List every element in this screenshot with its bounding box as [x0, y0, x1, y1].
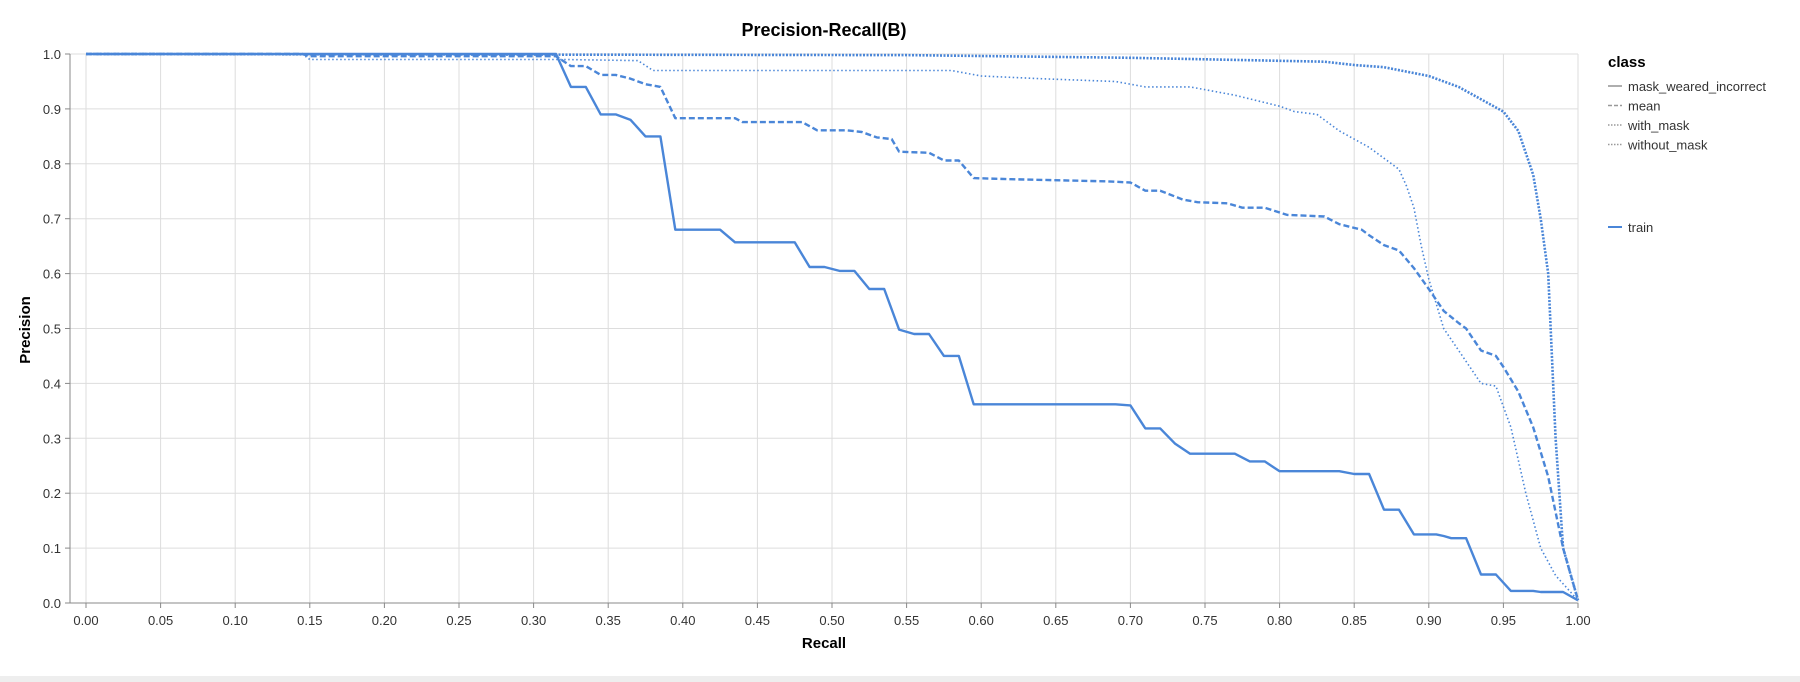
x-tick-label: 0.20	[372, 613, 397, 628]
legend-title: class	[1608, 54, 1646, 71]
y-tick-label: 0.8	[43, 157, 61, 172]
y-tick-label: 0.3	[43, 431, 61, 446]
x-tick-label: 0.90	[1416, 613, 1441, 628]
bottom-border	[0, 676, 1800, 682]
x-tick-label: 0.55	[894, 613, 919, 628]
x-tick-label: 0.05	[148, 613, 173, 628]
series-line-with-mask	[85, 52, 1580, 601]
x-tick-label: 0.75	[1192, 613, 1217, 628]
x-tick-label: 0.45	[745, 613, 770, 628]
y-tick-label: 0.0	[43, 596, 61, 611]
x-tick-label: 0.15	[297, 613, 322, 628]
y-tick-label: 1.0	[43, 47, 61, 62]
x-tick-label: 0.00	[73, 613, 98, 628]
grid	[70, 53, 1579, 604]
x-tick-label: 0.50	[819, 613, 844, 628]
legend-label: without_mask	[1627, 138, 1708, 153]
x-tick-label: 0.25	[446, 613, 471, 628]
y-tick-label: 0.9	[43, 102, 61, 117]
axes: 0.00 0.05 0.10 0.15 0.20 0.25 0.30 0.35 0.40 0.45…	[43, 47, 1591, 628]
x-tick-label: 0.70	[1118, 613, 1143, 628]
y-tick-label: 0.1	[43, 541, 61, 556]
x-tick-label: 0.10	[223, 613, 248, 628]
chart-title: Precision-Recall(B)	[741, 20, 906, 40]
x-tick-label: 0.85	[1342, 613, 1367, 628]
y-axis-title: Precision	[17, 296, 34, 364]
x-tick-label: 0.80	[1267, 613, 1292, 628]
x-tick-label: 0.95	[1491, 613, 1516, 628]
x-tick-label: 0.65	[1043, 613, 1068, 628]
y-tick-label: 0.6	[43, 267, 61, 282]
series-line-without-mask	[86, 53, 1579, 601]
legend-label: with_mask	[1627, 118, 1690, 133]
x-tick-label: 1.00	[1565, 613, 1590, 628]
series-lines	[85, 52, 1580, 602]
x-tick-label: 0.30	[521, 613, 546, 628]
x-tick-label: 0.35	[596, 613, 621, 628]
x-axis-title: Recall	[802, 635, 846, 652]
y-tick-label: 0.7	[43, 212, 61, 227]
series-line-mean	[86, 52, 1580, 601]
y-tick-label: 0.2	[43, 486, 61, 501]
series-line-mask-weared-incorrect	[86, 52, 1579, 602]
legend-label: mean	[1628, 99, 1661, 114]
y-tick-label: 0.5	[43, 322, 61, 337]
x-tick-label: 0.60	[969, 613, 994, 628]
y-tick-label: 0.4	[43, 376, 61, 391]
x-tick-label: 0.40	[670, 613, 695, 628]
legend-label: mask_weared_incorrect	[1628, 79, 1766, 94]
legend-label-run: train	[1628, 220, 1653, 235]
